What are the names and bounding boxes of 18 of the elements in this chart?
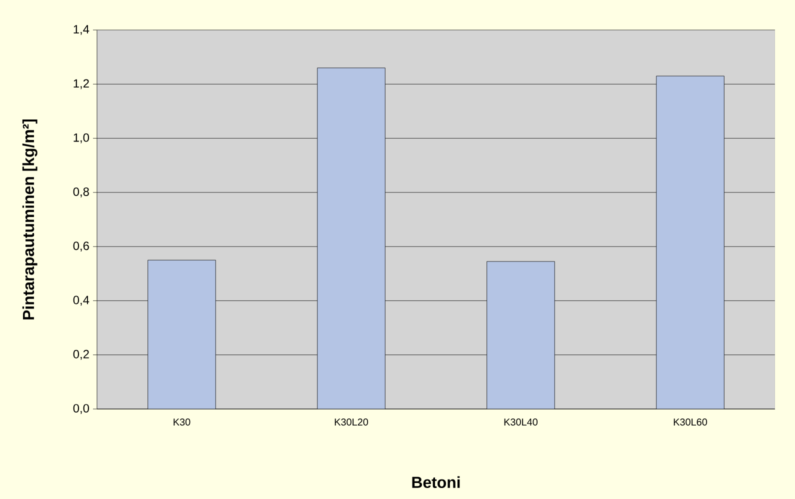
y-axis-title: Pintarapautuminen [kg/m²] xyxy=(22,119,38,320)
x-axis-title: Betoni xyxy=(412,476,460,488)
x-tick-label: K30L60 xyxy=(674,418,708,426)
y-tick-label: 1,4 xyxy=(74,25,90,35)
y-tick-label: 0,6 xyxy=(73,242,89,252)
x-tick-label: K30L40 xyxy=(504,418,538,426)
bar xyxy=(317,68,386,409)
bar xyxy=(486,261,555,409)
x-tick-label: K30 xyxy=(174,418,190,426)
y-tick-label: 0,0 xyxy=(73,404,90,414)
x-tick-label: K30L20 xyxy=(334,418,368,426)
y-tick-label: 1,0 xyxy=(74,133,90,144)
y-tick-label: 0,2 xyxy=(73,350,89,360)
y-tick-label: 0,4 xyxy=(73,296,90,306)
y-tick-label: 0,8 xyxy=(73,187,89,198)
bar xyxy=(148,260,216,409)
bar xyxy=(656,76,724,409)
y-tick-label: 1,2 xyxy=(74,79,89,90)
